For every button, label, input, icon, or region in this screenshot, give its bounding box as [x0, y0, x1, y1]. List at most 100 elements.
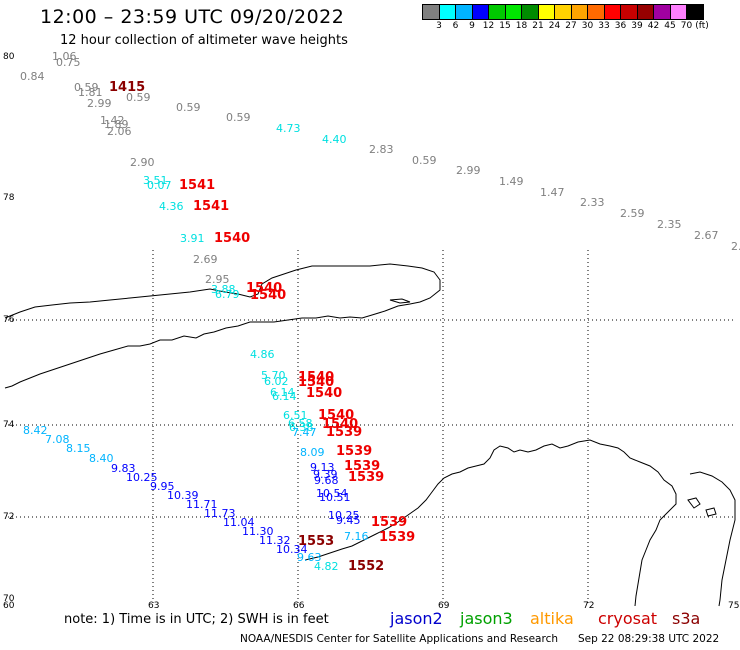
latitude-label: 74: [3, 420, 15, 430]
chart-title: 12:00 – 23:59 UTC 09/20/2022: [40, 6, 345, 28]
track-time-label: 1540: [250, 288, 286, 303]
footer-note: note: 1) Time is in UTC; 2) SWH is in fe…: [64, 612, 329, 627]
wave-height-value: 2.59: [620, 207, 645, 220]
scale-label: 45: [664, 21, 676, 31]
scale-label: 18: [515, 21, 528, 31]
wave-height-value: 3.88: [211, 283, 236, 296]
latitude-label: 76: [3, 315, 15, 325]
longitude-label: 69: [438, 601, 450, 610]
coastline: [4, 263, 736, 607]
chart-subtitle: 12 hour collection of altimeter wave hei…: [60, 33, 348, 48]
satellite-cryosat: cryosat: [598, 609, 658, 628]
wave-height-value: 2.69: [193, 253, 218, 266]
coastline-islet-1: [687, 497, 701, 509]
wave-height-value: 0.07: [147, 179, 172, 192]
track-time-label: 1540: [322, 417, 358, 432]
coastline-north-island: [4, 263, 441, 389]
wave-height-value: 4.86: [250, 348, 275, 361]
wave-height-value: 2.06: [107, 125, 132, 138]
wave-height-value: 11.04: [223, 516, 255, 529]
latitude-label: 70: [3, 594, 15, 604]
wave-height-value: 10.51: [319, 491, 351, 504]
wave-height-value: 9.45: [336, 514, 361, 527]
wave-height-value: 8.40: [89, 452, 114, 465]
wave-height-value: 6.14: [270, 386, 295, 399]
wave-height-value: 2.67: [694, 229, 719, 242]
wave-height-value: 6.51: [283, 409, 308, 422]
wave-height-value: 10.54: [316, 487, 348, 500]
wave-height-value: 4.73: [276, 122, 301, 135]
wave-height-value: 3.51: [143, 174, 168, 187]
satellite-s3a: s3a: [672, 609, 701, 628]
longitude-label: 60: [3, 601, 15, 610]
satellite-jason2: jason2: [390, 609, 443, 628]
track-time-label: 1539: [344, 459, 380, 474]
wave-height-value: 1.06: [52, 50, 77, 63]
scale-label: 30: [581, 21, 594, 31]
wave-height-value: 6.02: [264, 375, 289, 388]
wave-height-value: 6.79: [215, 288, 240, 301]
scale-label: 33: [598, 21, 610, 31]
wave-height-value: 9.95: [150, 480, 175, 493]
scale-label: 36: [614, 21, 627, 31]
track-time-label: 1539: [371, 515, 407, 530]
scale-label: 39: [631, 21, 643, 31]
scale-label: 21: [532, 21, 544, 31]
longitude-label: 75: [728, 601, 739, 610]
wave-height-value: 5.70: [261, 369, 286, 382]
wave-height-value: 0.75: [56, 56, 81, 69]
wave-height-value: 2.99: [87, 97, 112, 110]
latitude-label: 80: [3, 52, 15, 62]
longitude-label: 66: [293, 601, 305, 610]
wave-height-value: 7.08: [45, 433, 70, 446]
wave-height-value: 10.25: [328, 509, 360, 522]
wave-height-value: 10.34: [276, 543, 308, 556]
scale-label: 70: [680, 21, 693, 31]
longitude-label: 72: [583, 601, 594, 610]
track-time-label: 1541: [193, 199, 229, 214]
wave-height-value: 1.81: [78, 86, 103, 99]
wave-height-value: 3.91: [180, 232, 205, 245]
track-time-label: 1552: [348, 559, 384, 574]
track-time-label: 1553: [298, 534, 334, 549]
wave-height-value: 4.36: [159, 200, 184, 213]
track-time-label: 1540: [298, 370, 334, 385]
scale-label: 27: [565, 21, 577, 31]
track-time-label: 1539: [336, 444, 372, 459]
wave-height-value: 1.49: [499, 175, 524, 188]
wave-height-value: 2.35: [657, 218, 682, 231]
wave-height-value: 9.68: [314, 474, 339, 487]
wave-height-value: 0.84: [20, 70, 45, 83]
wave-height-value: 8.09: [300, 446, 325, 459]
coastline-east-shore: [689, 471, 736, 607]
wave-height-value: 4.40: [322, 133, 347, 146]
wave-height-value: 8.15: [66, 442, 91, 455]
wave-height-value: 10.25: [126, 471, 158, 484]
satellite-altika: altika: [530, 609, 574, 628]
track-time-label: 1415: [109, 80, 145, 95]
footer-credit: NOAA/NESDIS Center for Satellite Applica…: [240, 633, 558, 645]
scale-label: 12: [482, 21, 495, 31]
wave-height-value: 0.59: [226, 111, 251, 124]
wave-height-value: 11.71: [186, 498, 218, 511]
footer-timestamp: Sep 22 08:29:38 UTC 2022: [578, 633, 720, 645]
track-time-label: 1539: [379, 530, 415, 545]
latitude-label: 72: [3, 512, 14, 522]
track-time-label: 1539: [326, 425, 362, 440]
wave-height-value: 2.99: [456, 164, 481, 177]
wave-height-value: 9.39: [313, 468, 338, 481]
wave-height-value: 0.59: [176, 101, 201, 114]
wave-height-value: 6.14: [272, 390, 297, 403]
wave-height-value: 2.: [731, 240, 740, 253]
track-time-label: 1540: [214, 231, 250, 246]
wave-height-value: 2.33: [580, 196, 605, 209]
track-time-label: 1541: [179, 178, 215, 193]
wave-height-value: 0.59: [74, 81, 99, 94]
graticule: [8, 250, 735, 605]
wave-height-value: 1.47: [540, 186, 565, 199]
wave-height-value: 11.32: [259, 534, 291, 547]
wave-height-value: 0.59: [126, 91, 151, 104]
wave-height-value: 11.73: [204, 507, 236, 520]
wave-height-value: 0.59: [412, 154, 437, 167]
